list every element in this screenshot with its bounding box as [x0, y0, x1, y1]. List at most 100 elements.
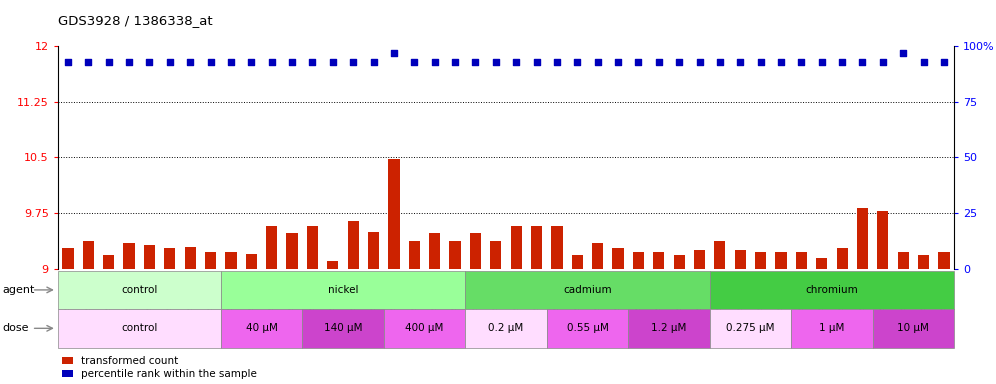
Point: [488, 59, 504, 65]
Bar: [632, 252, 644, 269]
Bar: [531, 226, 542, 269]
Point: [712, 59, 728, 65]
Point: [284, 59, 300, 65]
Text: 0.275 μM: 0.275 μM: [726, 323, 775, 333]
Bar: [83, 241, 94, 269]
Bar: [449, 241, 460, 269]
Bar: [287, 233, 298, 269]
Text: 140 μM: 140 μM: [324, 323, 363, 333]
Bar: [328, 262, 339, 269]
Bar: [368, 232, 379, 269]
Point: [161, 59, 178, 65]
Text: dose: dose: [2, 323, 29, 333]
Bar: [266, 226, 277, 269]
Point: [611, 59, 626, 65]
Bar: [673, 255, 684, 269]
Point: [814, 59, 830, 65]
Bar: [143, 245, 155, 269]
Bar: [897, 252, 908, 269]
Bar: [63, 248, 74, 269]
Point: [366, 59, 381, 65]
Bar: [348, 220, 359, 269]
Bar: [816, 258, 828, 269]
Bar: [124, 243, 134, 269]
Bar: [470, 233, 481, 269]
Point: [732, 59, 748, 65]
Point: [264, 59, 280, 65]
Point: [81, 59, 97, 65]
Text: nickel: nickel: [328, 285, 359, 295]
Point: [630, 59, 646, 65]
Point: [202, 59, 218, 65]
Bar: [307, 226, 318, 269]
Bar: [613, 248, 623, 269]
Point: [691, 59, 707, 65]
Text: 1.2 μM: 1.2 μM: [651, 323, 686, 333]
Text: cadmium: cadmium: [563, 285, 612, 295]
Point: [794, 59, 810, 65]
Point: [406, 59, 422, 65]
Point: [753, 59, 769, 65]
Point: [60, 59, 76, 65]
Bar: [735, 250, 746, 269]
Point: [915, 59, 931, 65]
Point: [223, 59, 239, 65]
Point: [855, 59, 871, 65]
Text: GDS3928 / 1386338_at: GDS3928 / 1386338_at: [58, 14, 212, 27]
Bar: [918, 255, 929, 269]
Bar: [408, 241, 420, 269]
Point: [141, 59, 157, 65]
Bar: [755, 252, 766, 269]
Bar: [552, 226, 563, 269]
Bar: [653, 252, 664, 269]
Point: [305, 59, 321, 65]
Point: [508, 59, 524, 65]
Bar: [490, 241, 501, 269]
Point: [773, 59, 789, 65]
Point: [590, 59, 606, 65]
Point: [325, 59, 341, 65]
Bar: [837, 248, 848, 269]
Text: chromium: chromium: [806, 285, 859, 295]
Point: [467, 59, 483, 65]
Point: [671, 59, 687, 65]
Text: percentile rank within the sample: percentile rank within the sample: [81, 369, 257, 379]
Point: [243, 59, 259, 65]
Point: [936, 59, 952, 65]
Point: [182, 59, 198, 65]
Bar: [104, 255, 115, 269]
Bar: [796, 252, 807, 269]
Text: 400 μM: 400 μM: [405, 323, 443, 333]
Bar: [164, 248, 175, 269]
Point: [101, 59, 117, 65]
Point: [549, 59, 565, 65]
Text: control: control: [122, 323, 157, 333]
Bar: [205, 252, 216, 269]
Point: [426, 59, 442, 65]
Point: [570, 59, 586, 65]
Bar: [511, 226, 522, 269]
Bar: [714, 241, 725, 269]
Point: [122, 59, 137, 65]
Bar: [776, 252, 787, 269]
Text: 40 μM: 40 μM: [246, 323, 278, 333]
Bar: [388, 159, 399, 269]
Bar: [857, 208, 869, 269]
Text: 1 μM: 1 μM: [820, 323, 845, 333]
Bar: [877, 211, 888, 269]
Point: [895, 50, 911, 56]
Bar: [184, 247, 196, 269]
Text: 0.2 μM: 0.2 μM: [488, 323, 524, 333]
Bar: [225, 252, 236, 269]
Text: transformed count: transformed count: [81, 356, 178, 366]
Point: [386, 50, 402, 56]
Point: [447, 59, 463, 65]
Point: [650, 59, 666, 65]
Bar: [572, 255, 583, 269]
Bar: [694, 250, 705, 269]
Text: 10 μM: 10 μM: [897, 323, 929, 333]
Text: 0.55 μM: 0.55 μM: [567, 323, 609, 333]
Text: control: control: [122, 285, 157, 295]
Bar: [246, 254, 257, 269]
Bar: [429, 233, 440, 269]
